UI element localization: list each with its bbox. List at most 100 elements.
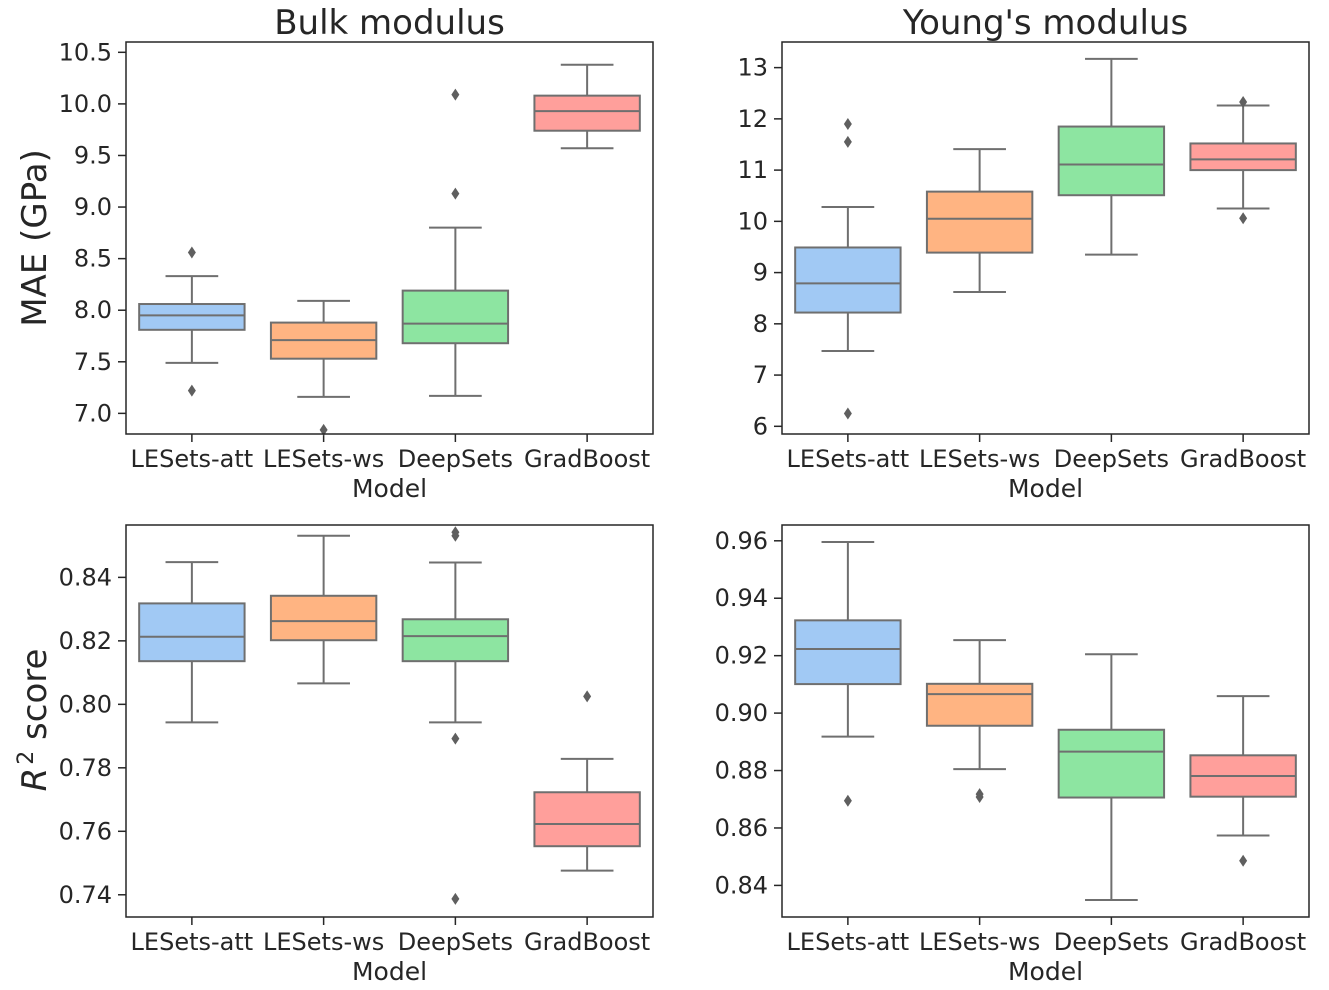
x-tick-label: LESets-ws [263, 445, 384, 473]
panel-bulk-r2: 0.74 0.76 0.78 0.80 0.82 0.84 LESets-att LESets… [59, 524, 654, 986]
plot-frame [125, 524, 654, 918]
box-iqr [269, 594, 378, 642]
plot-frame [125, 41, 654, 435]
box-iqr [925, 682, 1034, 727]
outlier-point [843, 135, 852, 148]
box-iqr [138, 303, 246, 331]
outlier-point [187, 246, 196, 259]
x-tick-label: LESets-ws [919, 928, 1040, 956]
y-tick-label: 7.5 [74, 348, 112, 376]
x-axis-label: Model [1008, 957, 1083, 986]
y-tick-label: 11 [737, 156, 768, 184]
x-tick-label: LESets-att [787, 928, 910, 956]
y-tick-label: 0.76 [59, 817, 112, 845]
y-tick-label: 0.84 [715, 871, 768, 899]
y-tick-label: 0.88 [715, 757, 768, 785]
box-iqr [533, 791, 641, 848]
outlier-point [319, 423, 328, 436]
box-gradboost [533, 63, 641, 150]
y-tick-label: 0.94 [715, 584, 768, 612]
y-tick-label: 6 [753, 412, 768, 440]
x-tick-label: LESets-att [787, 445, 910, 473]
x-tick-label: GradBoost [1180, 445, 1306, 473]
x-axis-label: Model [352, 957, 427, 986]
outlier-point [1239, 212, 1248, 225]
y-tick-label: 0.74 [59, 881, 112, 909]
box-lesets-att [138, 246, 246, 397]
y-tick-label: 7 [753, 361, 768, 389]
box-iqr [401, 618, 510, 663]
y-tick-label: 0.96 [715, 527, 768, 555]
x-axis-label: Model [1008, 474, 1083, 503]
ylabel-mae: MAE (GPa) [15, 149, 55, 327]
outlier-point [451, 187, 460, 200]
panel-title: Bulk modulus [274, 3, 505, 43]
x-tick-label: LESets-ws [919, 445, 1040, 473]
box-iqr [925, 190, 1034, 254]
y-tick-label: 10.0 [59, 90, 112, 118]
box-deepsets [401, 526, 510, 905]
y-tick-label: 0.84 [59, 563, 112, 591]
y-tick-label: 7.0 [74, 399, 112, 427]
y-tick-label: 8.5 [74, 245, 112, 273]
panel-title: Young's modulus [902, 3, 1188, 43]
x-tick-label: DeepSets [398, 928, 513, 956]
plot-frame [781, 524, 1310, 918]
x-tick-label: LESets-att [131, 445, 254, 473]
outlier-point [843, 407, 852, 420]
y-tick-label: 10.5 [59, 38, 112, 66]
y-tick-label: 8.0 [74, 296, 112, 324]
y-tick-label: 12 [737, 105, 768, 133]
box-iqr [1057, 125, 1166, 197]
outlier-point [187, 384, 196, 397]
y-tick-label: 0.90 [715, 699, 768, 727]
x-tick-label: DeepSets [1054, 928, 1169, 956]
box-deepsets [401, 88, 510, 397]
panel-bulk-mae: Bulk modulus 7.0 7.5 8.0 8.5 9.0 9.5 10.0 10.5 LE… [59, 3, 654, 503]
x-axis-label: Model [352, 474, 427, 503]
panel-young-r2: 0.84 0.86 0.88 0.90 0.92 0.94 0.96 LESets-att LE… [715, 524, 1310, 986]
x-tick-label: LESets-ws [263, 928, 384, 956]
y-tick-label: 0.82 [59, 627, 112, 655]
box-iqr [1057, 728, 1166, 799]
box-gradboost [1189, 695, 1297, 867]
outlier-point [1239, 95, 1248, 108]
box-iqr [1189, 142, 1297, 172]
box-lesets-ws [925, 148, 1034, 294]
y-tick-label: 9.5 [74, 141, 112, 169]
box-lesets-att [794, 117, 902, 420]
box-lesets-ws [269, 534, 378, 685]
x-tick-label: LESets-att [131, 928, 254, 956]
box-iqr [401, 289, 510, 345]
plot-frame [781, 41, 1310, 435]
y-tick-label: 0.80 [59, 690, 112, 718]
box-lesets-att [794, 540, 902, 807]
box-iqr [794, 619, 902, 686]
y-tick-label: 9.0 [74, 193, 112, 221]
box-iqr [533, 94, 641, 132]
y-tick-label: 13 [737, 54, 768, 82]
box-lesets-att [138, 561, 246, 724]
y-tick-label: 0.92 [715, 642, 768, 670]
x-tick-label: GradBoost [1180, 928, 1306, 956]
box-lesets-ws [925, 639, 1034, 803]
box-iqr [138, 602, 246, 663]
box-deepsets [1057, 57, 1166, 256]
x-tick-label: DeepSets [398, 445, 513, 473]
x-tick-label: GradBoost [524, 445, 650, 473]
ylabel-r2: R2 score [14, 649, 55, 792]
y-tick-label: 0.78 [59, 754, 112, 782]
box-lesets-ws [269, 299, 378, 436]
outlier-point [451, 88, 460, 101]
y-tick-label: 9 [753, 259, 768, 287]
outlier-point [451, 892, 460, 905]
x-tick-label: DeepSets [1054, 445, 1169, 473]
outlier-point [451, 732, 460, 745]
y-tick-label: 10 [737, 207, 768, 235]
y-tick-label: 8 [753, 310, 768, 338]
panel-young-mae: Young's modulus 6 7 8 9 10 11 12 13 LESets-att LES… [737, 3, 1310, 503]
box-gradboost [1189, 95, 1297, 225]
outlier-point [1239, 854, 1248, 867]
box-iqr [794, 246, 902, 314]
x-tick-label: GradBoost [524, 928, 650, 956]
